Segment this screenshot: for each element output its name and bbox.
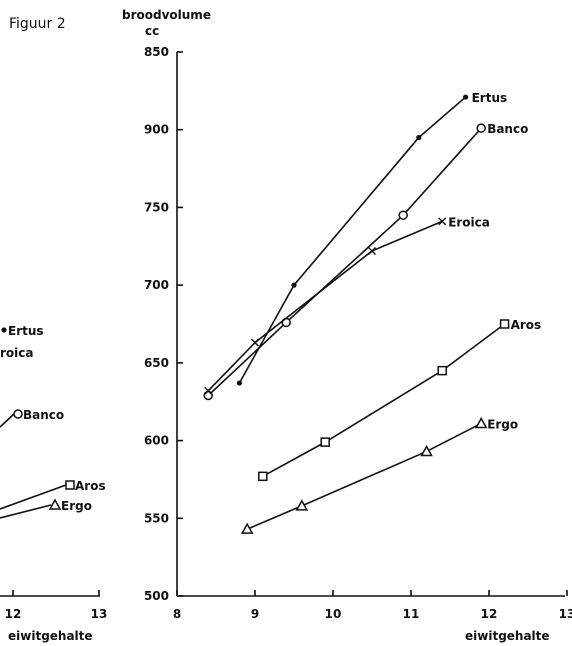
left-chart-x-axis-label: eiwitgehalte: [8, 629, 93, 643]
series-label-eroica: Eroica: [448, 215, 490, 229]
series-eroica: Eroica: [204, 215, 490, 395]
point-ergo-3: [420, 444, 433, 457]
x-tick-label-11: 11: [403, 607, 420, 621]
point-ergo-4: [474, 416, 488, 429]
point-aros-4: [499, 319, 510, 329]
left-series-ergo: Ergo: [0, 498, 92, 519]
point-eroica-4: [438, 217, 447, 226]
left-chart-axes: 12 13: [0, 590, 107, 621]
y-tick-label-550: 550: [144, 511, 169, 525]
left-series-aros: Aros: [0, 479, 106, 510]
point-banco-4: [476, 123, 486, 133]
left-series-line-ergo: [0, 504, 52, 519]
point-eroica-2-stroke-b: [251, 338, 259, 347]
point-aros-1: [258, 471, 268, 482]
series-label-aros: Aros: [511, 318, 542, 332]
left-point-ertus: [1, 327, 7, 333]
y-tick-label-700: 700: [144, 278, 169, 292]
left-series-ertus: Ertus: [1, 324, 44, 338]
point-ergo-2: [295, 499, 309, 511]
point-aros-2: [320, 437, 330, 447]
main-chart-axes: 500 550 600 650 700 750 900 850 8 9 10 11 12 13: [144, 45, 572, 621]
left-point-banco: [13, 409, 23, 419]
x-axis-label: eiwitgehalte: [465, 629, 550, 643]
y-tick-label-650: 650: [144, 356, 169, 370]
x-tick-label-13: 13: [559, 607, 572, 621]
point-ertus-2: [291, 282, 297, 288]
y-axis-label: broodvolume: [122, 8, 211, 22]
series-ertus: Ertus: [236, 91, 508, 386]
main-chart-panel: broodvolume cc 500 550 600 650 700 750 900 850 8…: [122, 8, 572, 643]
series-line-eroica: [207, 220, 443, 392]
y-tick-label-600: 600: [144, 434, 169, 448]
left-series-label-ertus: Ertus: [8, 324, 44, 338]
point-eroica-1: [204, 386, 213, 395]
left-series-eroica: roica: [0, 346, 34, 360]
left-x-tick-label-12: 12: [5, 607, 22, 621]
y-axis-unit: cc: [145, 24, 159, 38]
left-series-label-ergo: Ergo: [61, 499, 92, 513]
x-tick-label-9: 9: [251, 607, 259, 621]
point-ergo-1: [240, 522, 254, 534]
series-label-ertus: Ertus: [472, 91, 508, 105]
series-ergo: Ergo: [240, 416, 518, 534]
series-line-ertus: [238, 96, 467, 384]
series-line-ergo: [246, 422, 482, 530]
y-tick-label-850: 850: [144, 45, 169, 59]
left-chart-panel: 12 13 Ertus roica Banco Aros Ergo eiwitgehalt…: [0, 324, 107, 643]
point-banco-3: [398, 210, 408, 220]
left-series-label-banco: Banco: [23, 408, 64, 422]
series-line-banco: [207, 127, 482, 397]
point-eroica-2: [251, 338, 259, 347]
figure-label: Figuur 2: [9, 16, 66, 32]
left-series-label-eroica: roica: [0, 346, 34, 360]
x-tick-label-8: 8: [173, 607, 181, 621]
series-aros: Aros: [258, 318, 542, 482]
point-eroica-1-stroke-b: [204, 386, 213, 395]
left-point-ergo: [48, 498, 62, 510]
point-aros-3: [437, 365, 447, 376]
series-line-aros: [262, 323, 506, 478]
y-tick-label-750: 750: [144, 200, 169, 214]
point-eroica-3: [368, 246, 376, 255]
x-tick-label-12: 12: [481, 607, 498, 621]
left-series-line-banco: [0, 413, 15, 428]
left-x-tick-label-13: 13: [91, 607, 108, 621]
point-ertus-1: [236, 380, 242, 386]
point-eroica-3-stroke-b: [368, 246, 376, 255]
series-label-ergo: Ergo: [487, 417, 518, 431]
left-series-banco: Banco: [0, 408, 64, 428]
left-point-aros: [65, 480, 75, 490]
main-chart-series: Ertus Banco Eroica Aros Ergo: [203, 91, 542, 534]
point-ertus-4: [463, 94, 469, 100]
x-tick-label-10: 10: [325, 607, 342, 621]
point-ertus-3: [416, 134, 422, 141]
y-tick-label-800: 900: [144, 123, 169, 137]
point-eroica-4-stroke-b: [438, 217, 447, 226]
y-tick-label-500: 500: [144, 589, 169, 603]
left-chart-series: Ertus roica Banco Aros Ergo: [0, 324, 106, 519]
series-label-banco: Banco: [487, 122, 528, 136]
left-series-label-aros: Aros: [75, 479, 106, 493]
left-series-line-aros: [0, 484, 67, 510]
